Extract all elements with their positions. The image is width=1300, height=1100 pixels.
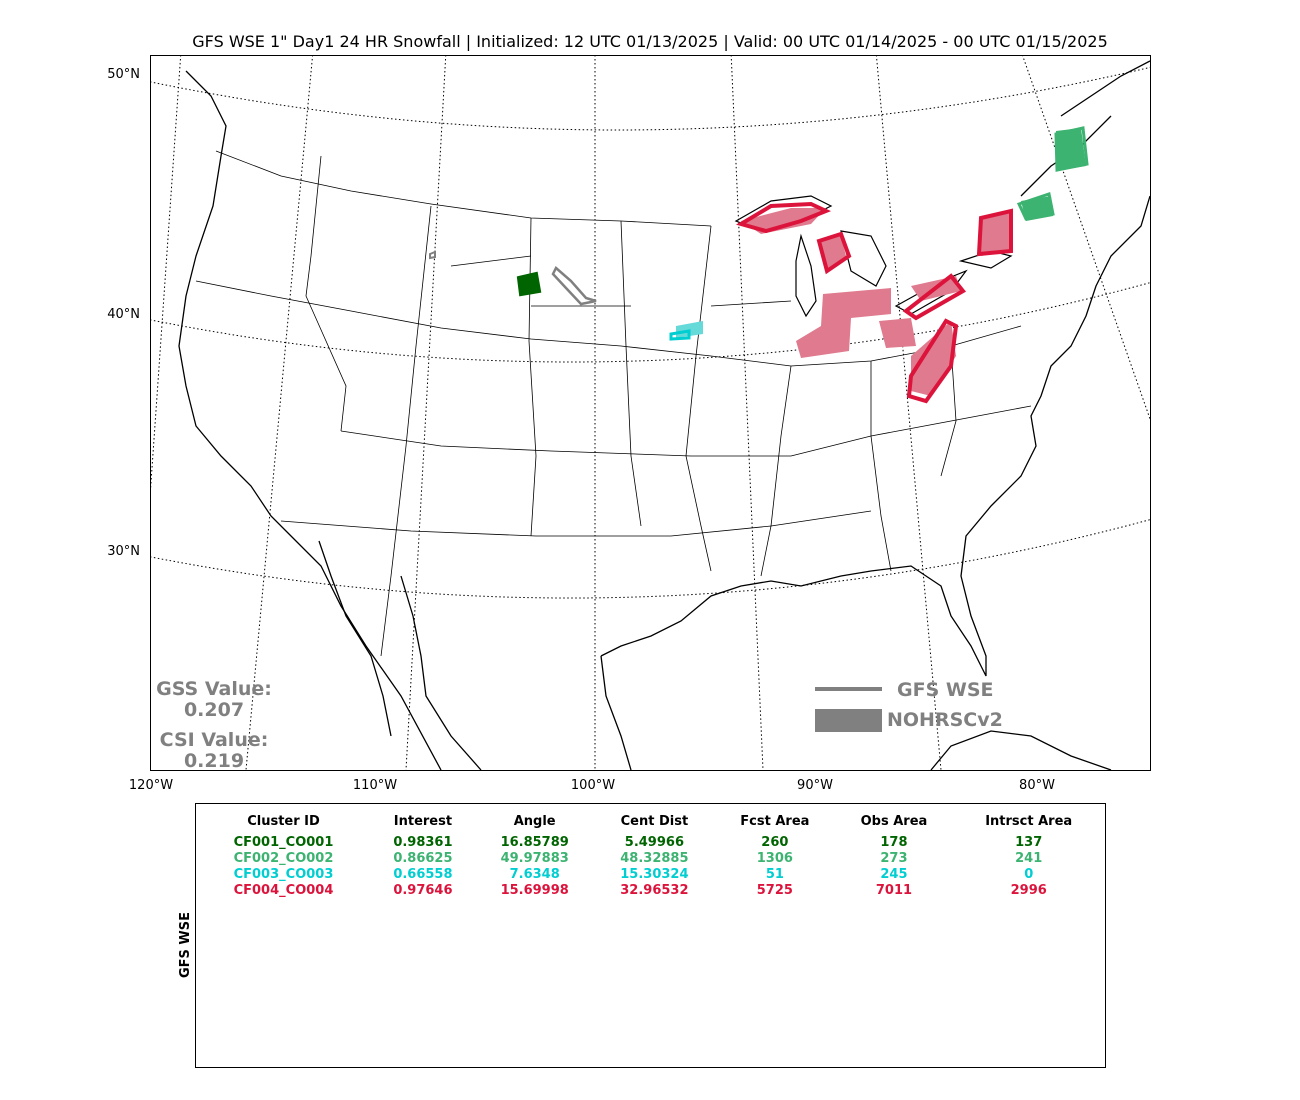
gss-label: GSS Value: xyxy=(156,678,272,700)
table-cell: CF001_CO001 xyxy=(233,835,334,850)
observed-area-cluster4-superior xyxy=(741,208,826,234)
forecast-outlines xyxy=(429,126,1089,404)
forecast-outline-cluster4-michigan xyxy=(816,231,852,275)
observed-area-cluster4-appalachia xyxy=(911,321,956,396)
snowfall-map xyxy=(150,55,1151,771)
stats-body: CF001_CO001 0.98361 16.85789 5.49966 260 178 1… xyxy=(196,835,1105,899)
legend-forecast-label: GFS WSE xyxy=(897,679,994,701)
stats-table: Cluster ID Interest Angle Cent Dist Fcst Are… xyxy=(196,814,1105,899)
table-cell: 7.6348 xyxy=(509,867,560,882)
table-cell: 7011 xyxy=(875,883,913,898)
table-row: CF003_CO003 0.66558 7.6348 15.30324 51 245 0 xyxy=(196,867,1105,883)
table-header-cell: Interest xyxy=(393,814,453,829)
csi-value: 0.219 xyxy=(183,750,245,772)
table-cell: 2996 xyxy=(1010,883,1047,898)
table-cell: 0 xyxy=(1024,867,1034,882)
table-cell: 245 xyxy=(880,867,908,882)
graticule xyxy=(151,56,1150,770)
coastline xyxy=(178,60,1150,770)
legend-forecast-swatch xyxy=(815,687,882,691)
observed-area-cluster4-ohio-valley xyxy=(796,288,891,358)
table-cell: 5.49966 xyxy=(624,835,684,850)
lat-label-50: 50°N xyxy=(107,67,140,82)
csi-label: CSI Value: xyxy=(159,729,269,751)
table-cell: 15.69998 xyxy=(500,883,569,898)
table-cell: 178 xyxy=(880,835,908,850)
observed-area-cluster4-ohio xyxy=(879,318,916,348)
lon-label-120: 120°W xyxy=(128,778,174,793)
observed-area-cluster1 xyxy=(521,276,537,294)
table-cell: 0.98361 xyxy=(393,835,453,850)
observed-area-cluster2 xyxy=(1021,128,1086,221)
table-header-cell: Angle xyxy=(513,814,556,829)
table-cell: 5725 xyxy=(756,883,793,898)
table-cell: 0.97646 xyxy=(393,883,453,898)
table-cell: 241 xyxy=(1015,851,1043,866)
gss-value: 0.207 xyxy=(183,699,245,721)
table-row: CF002_CO002 0.86625 49.97883 48.32885 1306 27… xyxy=(196,851,1105,867)
map-svg xyxy=(151,56,1150,770)
table-cell: 0.66558 xyxy=(393,867,453,882)
forecast-outline-cluster4-erie xyxy=(902,273,967,321)
table-cell: 273 xyxy=(880,851,908,866)
table-cell: 49.97883 xyxy=(500,851,569,866)
forecast-outline-cluster4-superior xyxy=(735,201,832,234)
table-row: CF004_CO004 0.97646 15.69998 32.96532 5725 70… xyxy=(196,883,1105,899)
table-side-label: GFS WSE xyxy=(177,911,193,979)
stats-table-panel: Cluster ID Interest Angle Cent Dist Fcst Are… xyxy=(195,803,1106,1068)
forecast-outline-unmatched xyxy=(551,266,597,306)
legend-observed-swatch xyxy=(815,709,882,732)
forecast-outline-cluster3 xyxy=(669,329,691,341)
table-cell: CF004_CO004 xyxy=(233,883,334,898)
stats-header-row: Cluster ID Interest Angle Cent Dist Fcst Are… xyxy=(196,814,1105,835)
lon-label-100: 100°W xyxy=(570,778,616,793)
legend-observed-label: NOHRSCv2 xyxy=(887,709,1003,731)
table-cell: 260 xyxy=(761,835,789,850)
table-cell: 51 xyxy=(765,867,784,882)
table-cell: 137 xyxy=(1015,835,1043,850)
lat-label-30: 30°N xyxy=(107,544,140,559)
table-header-cell: Cluster ID xyxy=(247,814,320,829)
table-header-cell: Cent Dist xyxy=(620,814,689,829)
lon-label-110: 110°W xyxy=(352,778,398,793)
forecast-outline-cluster4-appalachia xyxy=(906,318,959,404)
table-header-cell: Obs Area xyxy=(860,814,928,829)
table-cell: 0.86625 xyxy=(393,851,453,866)
table-cell: 16.85789 xyxy=(500,835,569,850)
lat-label-40: 40°N xyxy=(107,307,140,322)
table-cell: 32.96532 xyxy=(620,883,689,898)
table-header-cell: Intrsct Area xyxy=(985,814,1073,829)
figure-title: GFS WSE 1" Day1 24 HR Snowfall | Initial… xyxy=(192,32,1108,51)
table-row: CF001_CO001 0.98361 16.85789 5.49966 260 178 1… xyxy=(196,835,1105,851)
table-cell: 15.30324 xyxy=(620,867,689,882)
forecast-outline-cluster4-ontario xyxy=(976,208,1013,257)
state-borders xyxy=(195,150,1032,657)
lon-label-90: 90°W xyxy=(797,778,833,793)
table-cell: 48.32885 xyxy=(620,851,689,866)
lon-label-80: 80°W xyxy=(1019,778,1055,793)
forecast-outline-cluster1 xyxy=(516,271,542,297)
table-header-cell: Fcst Area xyxy=(740,814,810,829)
table-cell: CF003_CO003 xyxy=(233,867,334,882)
forecast-outline-small xyxy=(429,250,436,260)
table-cell: 1306 xyxy=(756,851,793,866)
observed-area-cluster4-ontario xyxy=(981,211,1011,256)
forecast-outline-cluster2 xyxy=(1016,126,1089,221)
table-cell: CF002_CO002 xyxy=(233,851,334,866)
